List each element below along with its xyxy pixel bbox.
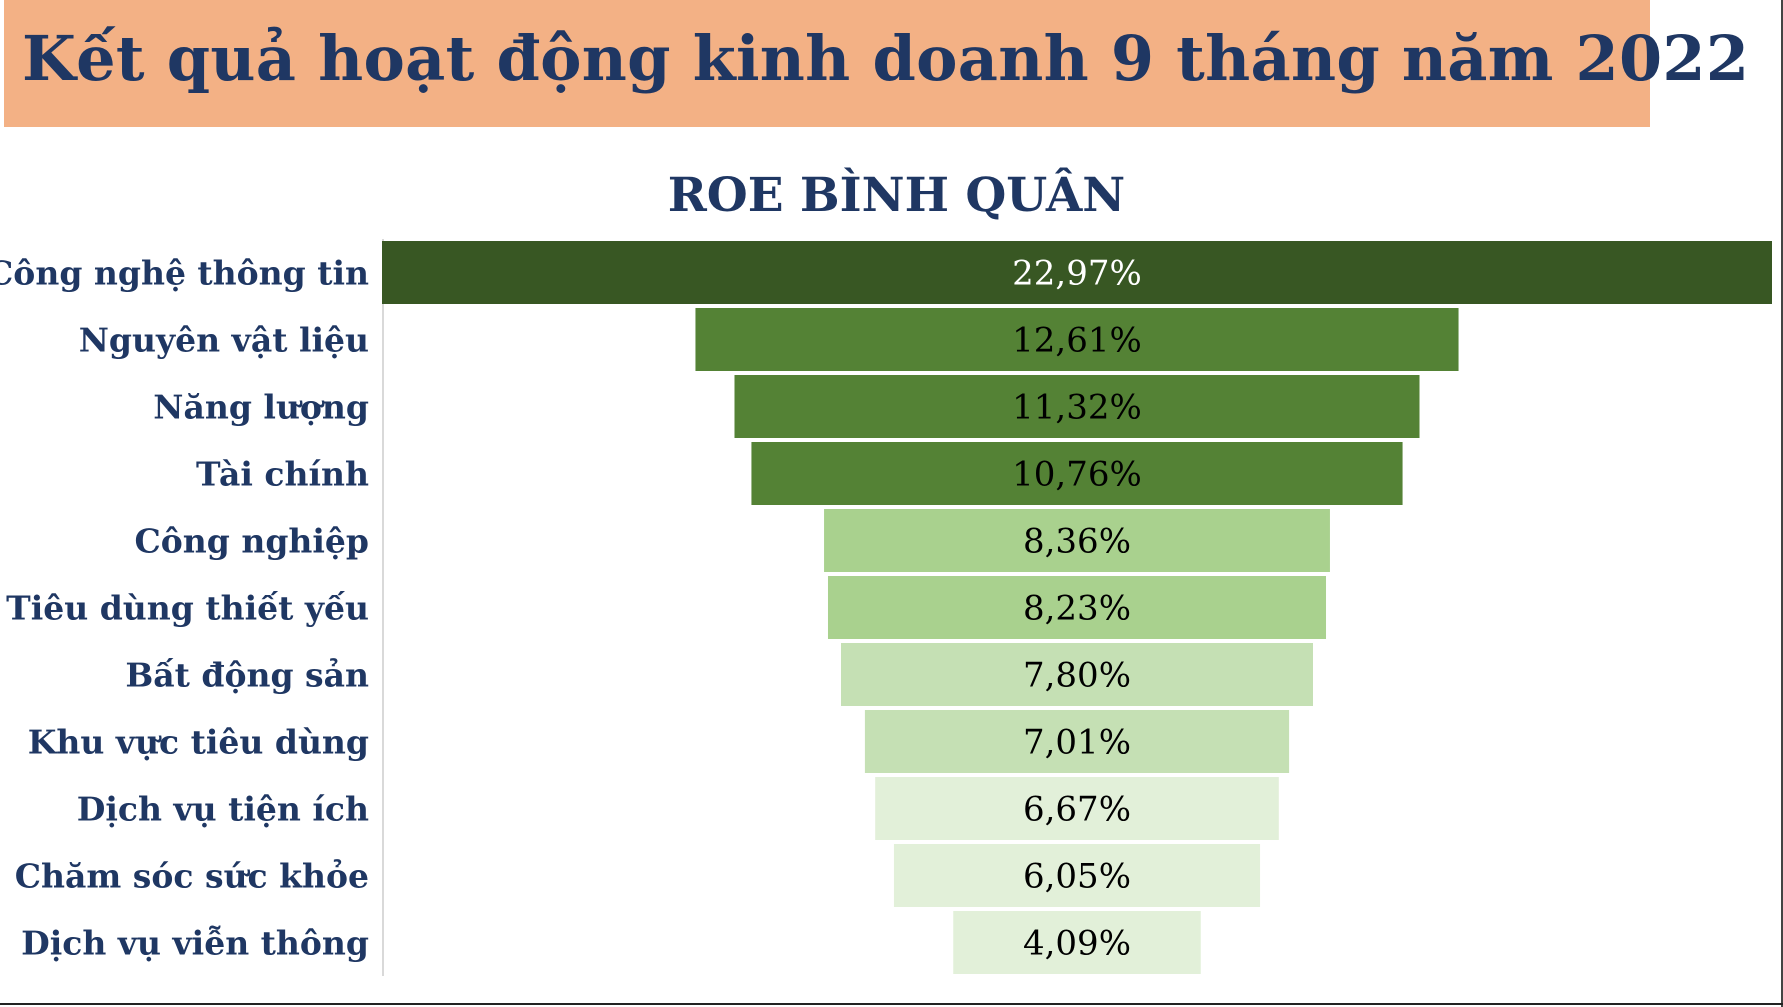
funnel-bar — [824, 509, 1330, 572]
category-label: Tài chính — [196, 455, 369, 494]
bar-value-label: 8,23% — [1023, 589, 1131, 629]
chart-title: ROE BÌNH QUÂN — [0, 168, 1783, 223]
bar-value-label: 6,05% — [1023, 857, 1131, 897]
frame-right-edge — [1781, 0, 1783, 1007]
category-label: Công nghiệp — [135, 522, 370, 561]
category-label: Dịch vụ viễn thông — [21, 924, 369, 963]
bar-value-label: 22,97% — [1012, 254, 1142, 294]
funnel-bar — [840, 643, 1314, 706]
category-label: Công nghệ thông tin — [0, 254, 369, 293]
funnel-bar — [382, 241, 1772, 304]
category-label: Bất động sản — [125, 656, 369, 695]
bar-value-label: 10,76% — [1012, 455, 1142, 495]
category-label: Năng lượng — [153, 388, 369, 427]
category-label: Chăm sóc sức khỏe — [15, 857, 369, 896]
page-title: Kết quả hoạt động kinh doanh 9 tháng năm… — [22, 22, 1750, 95]
category-label: Tiêu dùng thiết yếu — [6, 589, 369, 628]
bar-value-label: 7,01% — [1023, 723, 1131, 763]
bar-value-label: 8,36% — [1023, 522, 1131, 562]
bar-value-label: 6,67% — [1023, 790, 1131, 830]
bar-value-label: 4,09% — [1023, 924, 1131, 964]
chart-title-text: ROE BÌNH QUÂN — [667, 168, 1126, 223]
funnel-bar — [893, 844, 1261, 907]
category-label: Nguyên vật liệu — [79, 321, 369, 360]
title-banner: Kết quả hoạt động kinh doanh 9 tháng năm… — [4, 0, 1749, 127]
funnel-bar — [953, 911, 1201, 974]
frame-bottom-edge — [0, 1003, 1783, 1005]
funnel-bar — [695, 308, 1459, 371]
bar-value-label: 11,32% — [1012, 388, 1142, 428]
funnel-bar — [751, 442, 1403, 505]
funnel-bar — [875, 777, 1279, 840]
category-label: Khu vực tiêu dùng — [28, 723, 369, 762]
category-label: Dịch vụ tiện ích — [77, 790, 369, 829]
funnel-bar — [734, 375, 1420, 438]
bar-value-label: 12,61% — [1012, 321, 1142, 361]
funnel-bar — [864, 710, 1290, 773]
funnel-bar — [827, 576, 1327, 639]
bar-value-label: 7,80% — [1023, 656, 1131, 696]
